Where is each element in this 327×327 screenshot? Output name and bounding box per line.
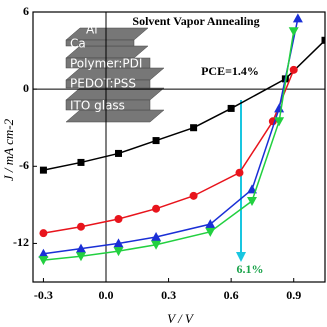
marker bbox=[39, 229, 48, 238]
marker bbox=[247, 184, 257, 194]
marker bbox=[75, 243, 86, 253]
marker bbox=[205, 219, 216, 229]
x-tick-label: 0.6 bbox=[224, 288, 239, 302]
marker bbox=[289, 65, 298, 74]
layer-label: Al bbox=[86, 23, 98, 37]
marker bbox=[152, 137, 160, 145]
marker bbox=[76, 222, 85, 231]
series-line bbox=[43, 31, 295, 261]
marker bbox=[189, 191, 198, 200]
x-tick-label: 0.9 bbox=[286, 288, 301, 302]
annotation: 6.1% bbox=[237, 262, 264, 276]
marker bbox=[190, 124, 198, 132]
marker bbox=[274, 103, 285, 113]
marker bbox=[38, 256, 49, 266]
marker bbox=[227, 104, 235, 112]
marker bbox=[274, 117, 285, 127]
series-line bbox=[43, 39, 325, 171]
series-line bbox=[43, 69, 295, 234]
x-tick-label: 0.3 bbox=[161, 288, 176, 302]
marker bbox=[152, 204, 161, 213]
x-tick-label: -0.3 bbox=[34, 288, 53, 302]
y-tick-label: 0 bbox=[23, 81, 29, 95]
y-tick-label: -12 bbox=[13, 235, 29, 249]
marker bbox=[38, 248, 49, 258]
marker bbox=[235, 168, 244, 177]
chart-title: Solvent Vapor Annealing bbox=[132, 14, 259, 28]
x-axis-label: V / V bbox=[167, 311, 195, 326]
layer-label: Ca bbox=[70, 37, 86, 51]
marker bbox=[205, 227, 216, 237]
layer-label: PEDOT:PSS bbox=[70, 77, 136, 91]
marker bbox=[113, 238, 124, 248]
marker bbox=[321, 36, 325, 44]
y-axis-label: J / mA cm-2 bbox=[1, 118, 16, 181]
marker bbox=[151, 240, 162, 250]
marker bbox=[39, 166, 47, 174]
layer-label: ITO glass bbox=[70, 99, 125, 113]
marker bbox=[115, 149, 123, 157]
series-line bbox=[43, 18, 299, 255]
y-tick-label: 6 bbox=[23, 4, 29, 18]
marker bbox=[151, 232, 162, 241]
marker bbox=[113, 247, 124, 257]
marker bbox=[247, 197, 257, 206]
plot-frame bbox=[32, 11, 326, 283]
marker bbox=[114, 215, 123, 223]
marker bbox=[288, 27, 299, 37]
annotation: PCE=1.4% bbox=[201, 64, 259, 78]
marker bbox=[77, 158, 85, 166]
y-tick-label: -6 bbox=[19, 158, 29, 172]
layer-stack bbox=[65, 27, 165, 123]
arrow-head bbox=[236, 252, 246, 262]
x-tick-label: 0.0 bbox=[99, 288, 114, 302]
marker bbox=[292, 13, 303, 23]
marker bbox=[75, 252, 86, 262]
